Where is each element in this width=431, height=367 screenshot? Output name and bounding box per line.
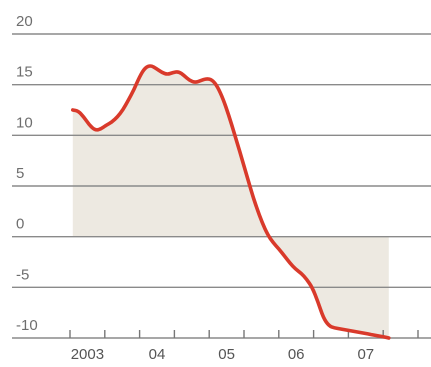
x-tick-label-07: 07 <box>357 346 374 363</box>
data-point-46 <box>328 325 330 327</box>
gridlines-layer <box>12 33 431 339</box>
data-point-36 <box>272 242 274 244</box>
data-point-17 <box>166 73 168 75</box>
x-tick-label-06: 06 <box>288 346 305 363</box>
shaded-area-layer <box>72 65 389 339</box>
y-tick-label--10: -10 <box>16 317 38 334</box>
x-tick-label-04: 04 <box>149 346 166 363</box>
data-point-12 <box>138 75 140 77</box>
data-point-26 <box>216 86 218 88</box>
data-point-33 <box>255 206 257 208</box>
data-point-39 <box>289 262 291 264</box>
data-point-53 <box>367 333 369 335</box>
data-point-51 <box>356 331 358 333</box>
data-point-45 <box>322 317 324 319</box>
data-point-6 <box>105 124 107 126</box>
data-point-35 <box>267 233 269 235</box>
data-point-21 <box>189 79 191 81</box>
data-point-27 <box>222 98 224 100</box>
y-tick-label-15: 15 <box>16 64 33 81</box>
data-point-7 <box>111 121 113 123</box>
y-tick-label-20: 20 <box>16 13 33 30</box>
data-point-15 <box>155 67 157 69</box>
series-line <box>71 64 391 340</box>
data-point-18 <box>172 71 174 73</box>
data-point-3 <box>88 124 90 126</box>
x-tick-labels: 2003 04 05 06 07 <box>71 346 374 363</box>
data-point-23 <box>200 79 202 81</box>
data-point-52 <box>361 332 363 334</box>
data-point-19 <box>177 70 179 72</box>
y-tick-labels: 20 15 10 5 0 -5 -10 <box>16 13 38 334</box>
data-point-32 <box>250 189 252 191</box>
data-point-0 <box>72 109 74 111</box>
data-point-40 <box>294 268 296 270</box>
data-point-55 <box>378 335 380 337</box>
data-point-20 <box>183 74 185 76</box>
data-point-54 <box>372 334 374 336</box>
data-point-43 <box>311 286 313 288</box>
y-tick-label-10: 10 <box>16 114 33 131</box>
y-tick-label--5: -5 <box>16 266 29 283</box>
data-point-48 <box>339 328 341 330</box>
data-point-14 <box>150 64 152 66</box>
data-point-56 <box>383 336 385 338</box>
data-point-41 <box>300 272 302 274</box>
data-point-16 <box>161 71 163 73</box>
data-point-37 <box>278 248 280 250</box>
x-tick-label-05: 05 <box>218 346 235 363</box>
data-point-49 <box>344 329 346 331</box>
data-point-57 <box>388 337 390 339</box>
data-point-25 <box>211 78 213 80</box>
shaded-area <box>72 65 389 339</box>
data-point-5 <box>99 128 101 130</box>
series-line-layer <box>71 64 391 340</box>
data-point-50 <box>350 330 352 332</box>
data-point-30 <box>239 150 241 152</box>
data-point-34 <box>261 221 263 223</box>
data-point-11 <box>133 89 135 91</box>
data-point-2 <box>83 116 85 118</box>
data-point-10 <box>127 99 129 101</box>
data-point-29 <box>233 132 235 134</box>
data-point-31 <box>244 170 246 172</box>
y-tick-label-5: 5 <box>16 165 24 182</box>
x-ticks <box>69 330 419 338</box>
data-point-8 <box>116 116 118 118</box>
x-tick-label-2003: 2003 <box>71 346 104 363</box>
data-point-1 <box>77 110 79 112</box>
data-point-4 <box>94 129 96 131</box>
data-point-42 <box>305 278 307 280</box>
y-tick-label-0: 0 <box>16 216 24 233</box>
data-point-13 <box>144 66 146 68</box>
data-point-24 <box>205 77 207 79</box>
data-point-44 <box>317 300 319 302</box>
data-point-9 <box>122 109 124 111</box>
data-point-28 <box>228 114 230 116</box>
data-point-22 <box>194 81 196 83</box>
data-point-47 <box>333 327 335 329</box>
data-point-38 <box>283 255 285 257</box>
